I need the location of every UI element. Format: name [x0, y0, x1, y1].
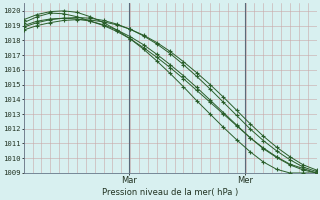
X-axis label: Pression niveau de la mer( hPa ): Pression niveau de la mer( hPa )	[102, 188, 238, 197]
